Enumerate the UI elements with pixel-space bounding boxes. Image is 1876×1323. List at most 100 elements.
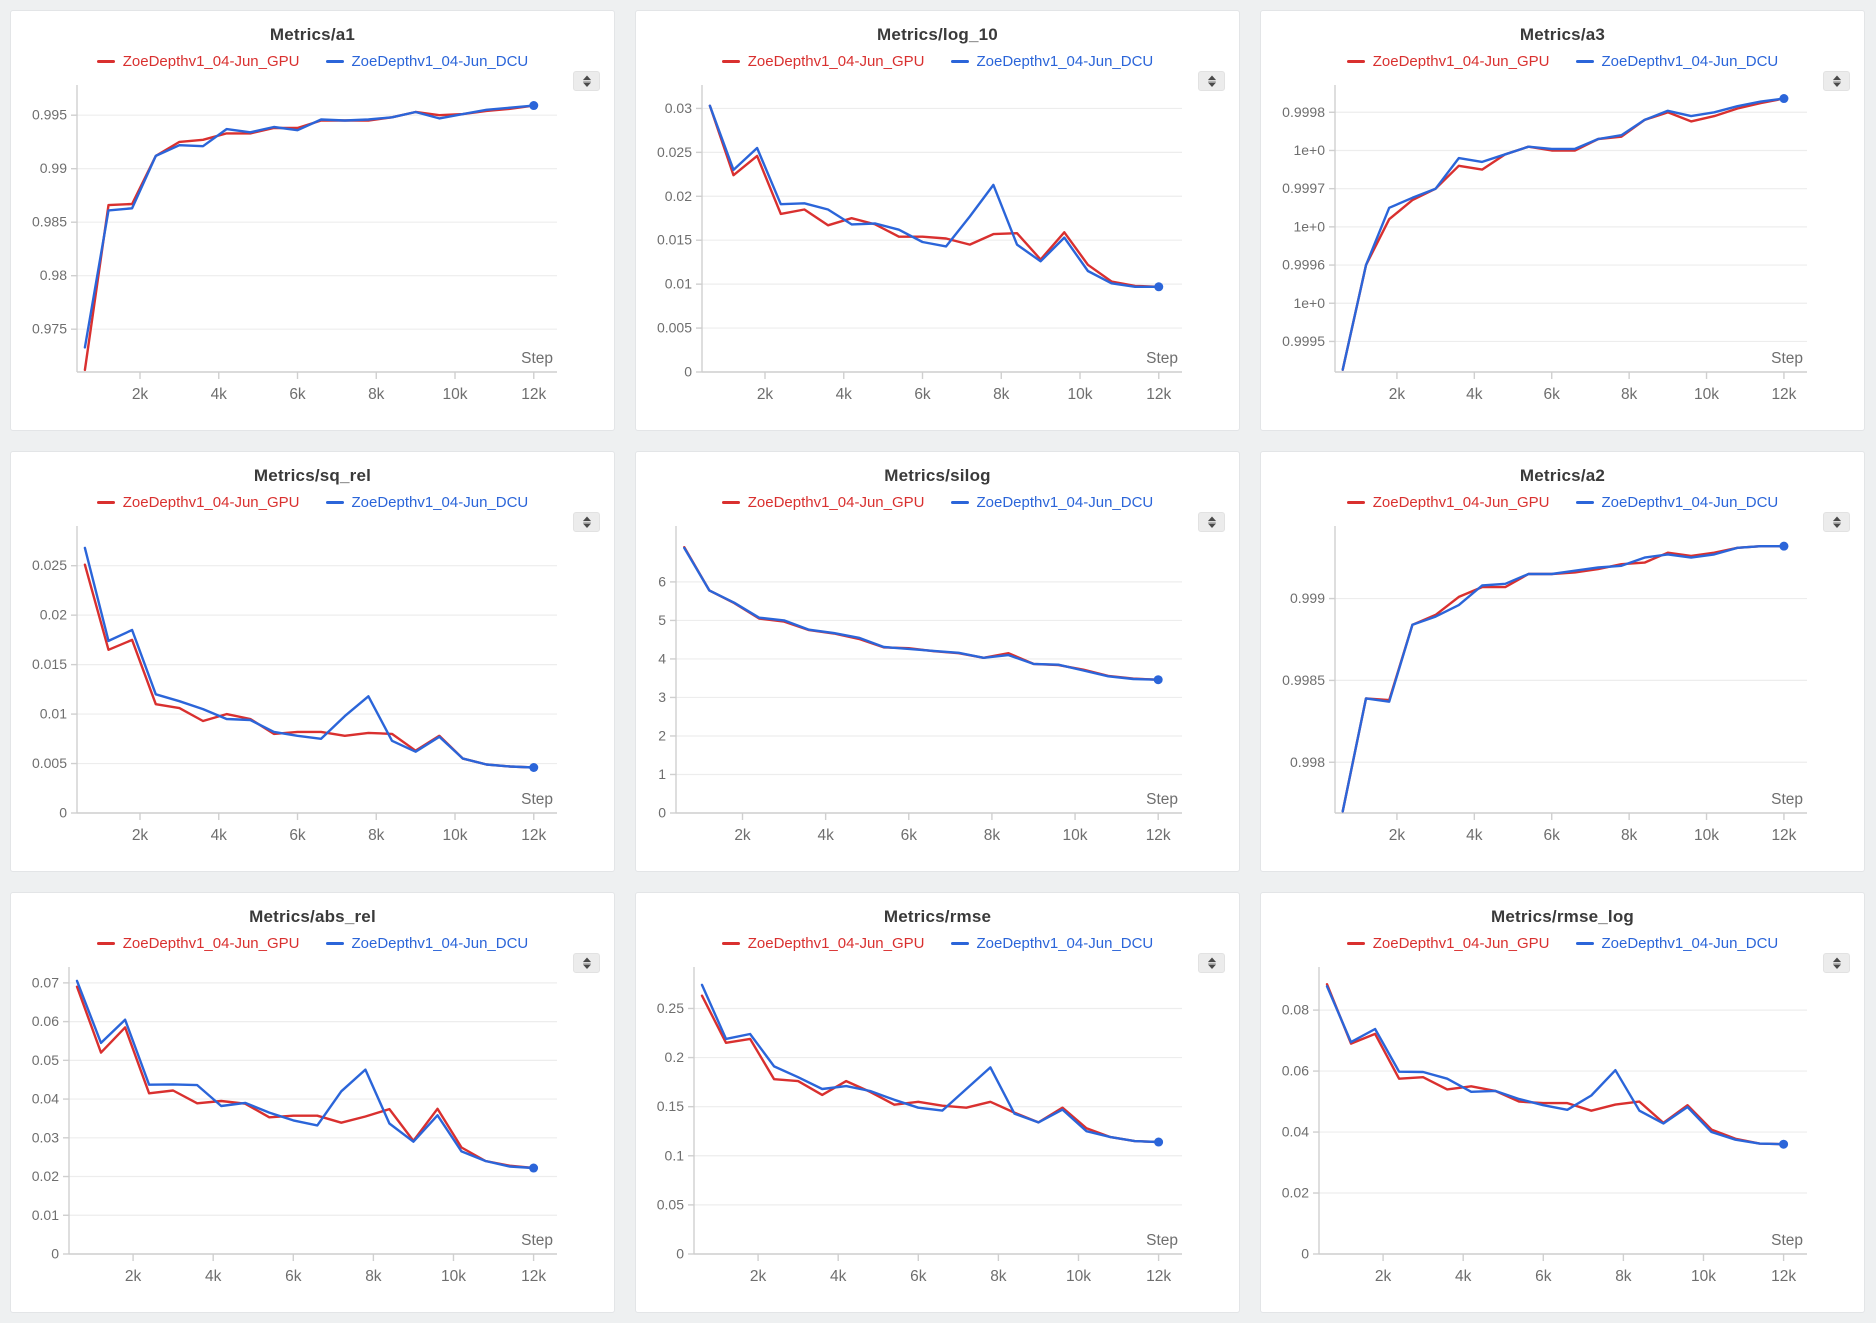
x-tick-label: 2k bbox=[734, 827, 751, 844]
series-line-dcu bbox=[83, 546, 535, 769]
legend-item-gpu[interactable]: ZoeDepthv1_04-Jun_GPU bbox=[1346, 935, 1550, 952]
x-tick-label: 6k bbox=[914, 386, 931, 403]
line-chart: 0.9995 1e+0 0.9996 1e+0 0.9997 1e+0 0.9998 2k 4k… bbox=[1282, 85, 1807, 403]
final-point-dot bbox=[1153, 675, 1163, 685]
x-axis-title: Step bbox=[1771, 1232, 1803, 1249]
chart-panel-rmse_log: Metrics/rmse_log ZoeDepthv1_04-Jun_GPU Z… bbox=[1260, 892, 1865, 1313]
legend-label-gpu: ZoeDepthv1_04-Jun_GPU bbox=[747, 935, 925, 952]
legend-item-dcu[interactable]: ZoeDepthv1_04-Jun_DCU bbox=[325, 53, 528, 70]
y-tick-label: 5 bbox=[658, 612, 666, 628]
y-tick-label: 0.02 bbox=[665, 188, 692, 204]
y-tick-label: 0.9997 bbox=[1282, 180, 1325, 196]
up-down-arrows-icon bbox=[582, 75, 591, 87]
legend-label-gpu: ZoeDepthv1_04-Jun_GPU bbox=[122, 935, 300, 952]
x-tick-label: 12k bbox=[1771, 1268, 1796, 1285]
legend-item-gpu[interactable]: ZoeDepthv1_04-Jun_GPU bbox=[721, 494, 925, 511]
y-tick-label: 0.04 bbox=[32, 1091, 59, 1107]
y-tick-label: 0.1 bbox=[665, 1147, 685, 1163]
legend-label-dcu: ZoeDepthv1_04-Jun_DCU bbox=[1601, 53, 1779, 70]
x-tick-label: 10k bbox=[443, 827, 468, 844]
y-tick-label: 1e+0 bbox=[1293, 218, 1325, 234]
legend-item-dcu[interactable]: ZoeDepthv1_04-Jun_DCU bbox=[325, 494, 528, 511]
up-down-arrows-icon bbox=[1832, 516, 1841, 528]
chart-title: Metrics/a2 bbox=[1519, 466, 1606, 485]
legend-item-dcu[interactable]: ZoeDepthv1_04-Jun_DCU bbox=[950, 53, 1154, 70]
x-tick-label: 12k bbox=[521, 386, 546, 403]
panel-sort-handle-button[interactable] bbox=[1823, 71, 1850, 91]
y-tick-label: 0 bbox=[676, 1246, 684, 1262]
y-tick-label: 0.06 bbox=[32, 1013, 59, 1029]
legend-item-dcu[interactable]: ZoeDepthv1_04-Jun_DCU bbox=[1575, 494, 1778, 511]
chart-panel-log_10: Metrics/log_10 ZoeDepthv1_04-Jun_GPU Zoe… bbox=[635, 10, 1240, 431]
x-tick-label: 8k bbox=[993, 386, 1010, 403]
x-tick-label: 12k bbox=[1771, 827, 1796, 844]
legend-label-dcu: ZoeDepthv1_04-Jun_DCU bbox=[976, 53, 1154, 70]
x-tick-label: 2k bbox=[1389, 386, 1406, 403]
x-tick-label: 10k bbox=[1063, 827, 1088, 844]
y-tick-label: 0.015 bbox=[657, 232, 692, 248]
y-tick-label: 0.01 bbox=[665, 276, 692, 292]
series-line-dcu bbox=[75, 979, 535, 1170]
series-line-gpu bbox=[683, 545, 1160, 681]
legend-item-dcu[interactable]: ZoeDepthv1_04-Jun_DCU bbox=[1575, 53, 1779, 70]
legend-item-gpu[interactable]: ZoeDepthv1_04-Jun_GPU bbox=[96, 935, 300, 952]
legend-label-gpu: ZoeDepthv1_04-Jun_GPU bbox=[1372, 53, 1550, 70]
chart-legend: ZoeDepthv1_04-Jun_GPU ZoeDepthv1_04-Jun_… bbox=[636, 53, 1239, 70]
chart-legend: ZoeDepthv1_04-Jun_GPU ZoeDepthv1_04-Jun_… bbox=[11, 935, 614, 952]
y-tick-label: 0.05 bbox=[32, 1052, 59, 1068]
legend-label-dcu: ZoeDepthv1_04-Jun_DCU bbox=[976, 494, 1154, 511]
x-axis-title: Step bbox=[1146, 791, 1178, 808]
legend-item-gpu[interactable]: ZoeDepthv1_04-Jun_GPU bbox=[96, 53, 300, 70]
legend-item-dcu[interactable]: ZoeDepthv1_04-Jun_DCU bbox=[1575, 935, 1778, 952]
legend-item-gpu[interactable]: ZoeDepthv1_04-Jun_GPU bbox=[721, 53, 925, 70]
series-line-gpu bbox=[708, 104, 1160, 288]
chart-legend: ZoeDepthv1_04-Jun_GPU ZoeDepthv1_04-Jun_… bbox=[636, 494, 1239, 511]
y-tick-label: 0 bbox=[658, 805, 666, 821]
y-tick-label: 0.015 bbox=[32, 656, 67, 672]
y-tick-label: 2 bbox=[658, 727, 666, 743]
x-tick-label: 12k bbox=[1146, 1268, 1171, 1285]
y-tick-label: 1e+0 bbox=[1293, 295, 1325, 311]
line-chart: 0 1 2 3 4 5 6 2k 4k 6k 8k 10k 12k Step bbox=[658, 526, 1182, 844]
x-tick-label: 12k bbox=[521, 1268, 546, 1285]
x-tick-label: 4k bbox=[830, 1268, 847, 1285]
legend-item-gpu[interactable]: ZoeDepthv1_04-Jun_GPU bbox=[1346, 53, 1550, 70]
x-axis-title: Step bbox=[1146, 1232, 1178, 1249]
x-tick-label: 2k bbox=[1375, 1268, 1392, 1285]
y-tick-label: 0.06 bbox=[1282, 1063, 1309, 1079]
chart-title: Metrics/sq_rel bbox=[253, 466, 372, 485]
x-tick-label: 8k bbox=[990, 1268, 1007, 1285]
legend-dash-gpu-icon bbox=[1346, 942, 1365, 945]
panel-sort-handle-button[interactable] bbox=[1198, 512, 1225, 532]
x-tick-label: 8k bbox=[1615, 1268, 1632, 1285]
legend-label-dcu: ZoeDepthv1_04-Jun_DCU bbox=[351, 935, 529, 952]
panel-sort-handle-button[interactable] bbox=[573, 512, 600, 532]
chart-panel-a1: Metrics/a1 ZoeDepthv1_04-Jun_GPU ZoeDept… bbox=[10, 10, 615, 431]
panel-sort-handle-button[interactable] bbox=[573, 953, 600, 973]
legend-label-gpu: ZoeDepthv1_04-Jun_GPU bbox=[1372, 935, 1550, 952]
panel-sort-handle-button[interactable] bbox=[1823, 512, 1850, 532]
legend-item-gpu[interactable]: ZoeDepthv1_04-Jun_GPU bbox=[721, 935, 925, 952]
x-tick-label: 6k bbox=[1535, 1268, 1552, 1285]
panel-sort-handle-button[interactable] bbox=[573, 71, 600, 91]
panel-sort-handle-button[interactable] bbox=[1198, 71, 1225, 91]
legend-item-dcu[interactable]: ZoeDepthv1_04-Jun_DCU bbox=[325, 935, 529, 952]
series-line-dcu bbox=[83, 104, 535, 349]
legend-label-dcu: ZoeDepthv1_04-Jun_DCU bbox=[976, 935, 1154, 952]
legend-item-dcu[interactable]: ZoeDepthv1_04-Jun_DCU bbox=[950, 935, 1154, 952]
x-tick-label: 4k bbox=[1466, 827, 1483, 844]
legend-item-gpu[interactable]: ZoeDepthv1_04-Jun_GPU bbox=[1346, 494, 1550, 511]
y-tick-label: 0.04 bbox=[1282, 1124, 1309, 1140]
legend-item-dcu[interactable]: ZoeDepthv1_04-Jun_DCU bbox=[950, 494, 1154, 511]
series-line-dcu bbox=[683, 546, 1160, 681]
y-tick-label: 0.9985 bbox=[1282, 672, 1325, 688]
panel-sort-handle-button[interactable] bbox=[1198, 953, 1225, 973]
series-line-gpu bbox=[83, 104, 535, 372]
y-tick-label: 0.02 bbox=[32, 1168, 59, 1184]
legend-item-gpu[interactable]: ZoeDepthv1_04-Jun_GPU bbox=[96, 494, 300, 511]
chart-title: Metrics/abs_rel bbox=[249, 907, 376, 926]
final-point-dot bbox=[1779, 94, 1789, 104]
panel-sort-handle-button[interactable] bbox=[1823, 953, 1850, 973]
chart-title: Metrics/rmse bbox=[883, 907, 992, 926]
final-point-dot bbox=[1154, 1137, 1164, 1147]
